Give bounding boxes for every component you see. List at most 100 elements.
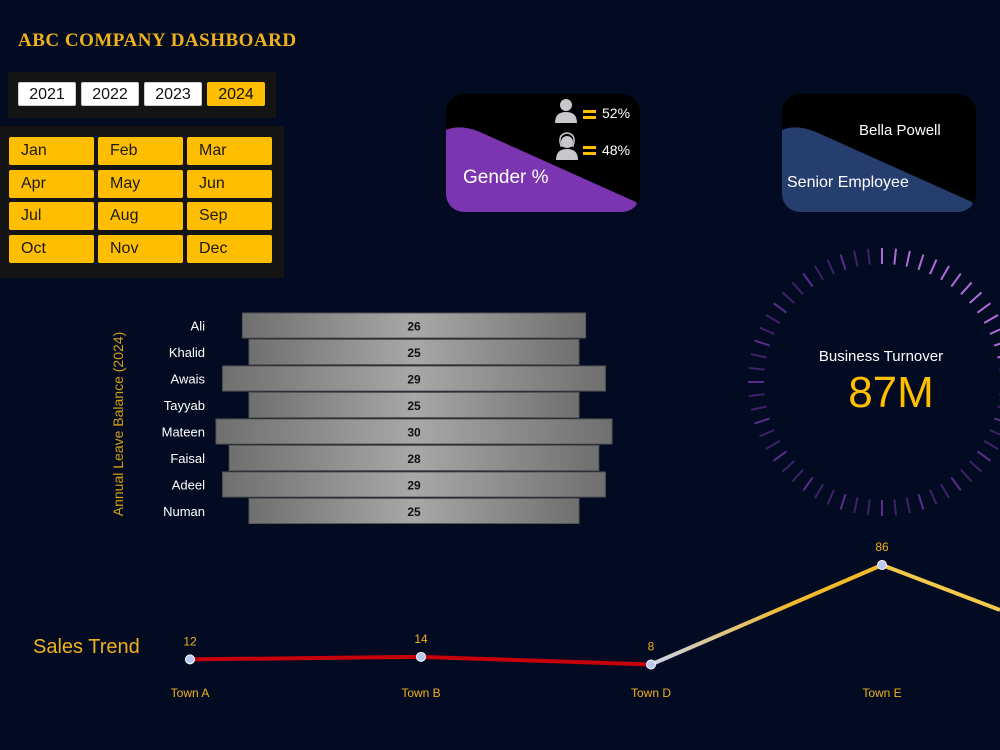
gauge-tick <box>905 497 911 514</box>
month-slicer: Jan Feb Mar Apr May Jun Jul Aug Sep Oct … <box>0 126 284 278</box>
leave-bar-awais <box>222 365 606 392</box>
year-button-2023[interactable]: 2023 <box>144 82 202 106</box>
gauge-tick <box>814 265 824 281</box>
gauge-tick <box>960 469 973 483</box>
gauge-tick <box>765 314 781 324</box>
gauge-tick <box>905 250 911 267</box>
sales-trend-value-label: 86 <box>875 540 889 554</box>
sales-trend-point <box>185 654 195 665</box>
year-button-2024[interactable]: 2024 <box>207 82 265 106</box>
gauge-tick <box>839 493 847 510</box>
sales-trend-category-label: Town D <box>631 686 671 700</box>
leave-bar-value-adeel: 29 <box>407 479 421 493</box>
sales-trend-point <box>646 659 656 670</box>
gauge-tick <box>983 440 999 450</box>
employee-card-shape <box>782 127 974 212</box>
gauge-tick <box>773 450 788 462</box>
gauge-tick <box>853 250 859 267</box>
gauge-tick <box>940 265 950 281</box>
month-button-jan[interactable]: Jan <box>9 137 94 165</box>
gauge-tick <box>765 440 781 450</box>
gender-card-shape <box>446 99 638 212</box>
gauge-tick <box>993 417 1000 422</box>
month-button-sep[interactable]: Sep <box>187 202 272 230</box>
gauge-tick <box>814 483 824 499</box>
gauge-tick <box>748 366 765 371</box>
gauge-tick <box>759 326 775 335</box>
gauge-tick <box>750 353 767 359</box>
dashboard-title: ABC COMPANY DASHBOARD <box>18 30 297 51</box>
leave-bar-value-faisal: 28 <box>407 452 421 466</box>
gauge-tick <box>773 302 788 314</box>
gauge-tick <box>950 476 962 491</box>
sales-trend-line-rise <box>650 563 883 667</box>
month-button-may[interactable]: May <box>98 170 183 198</box>
gauge-tick <box>893 499 898 516</box>
leave-bar-label-awais: Awais <box>171 372 206 387</box>
leave-bar-label-khalid: Khalid <box>169 345 205 360</box>
leave-bar-value-numan: 25 <box>407 505 421 519</box>
leave-chart-axis-label: Annual Leave Balance (2024) <box>110 331 126 517</box>
gauge-tick <box>750 405 767 411</box>
year-button-2021[interactable]: 2021 <box>18 82 76 106</box>
gauge-tick <box>960 281 973 295</box>
leave-bar-value-ali: 26 <box>407 320 421 334</box>
leave-bar-label-adeel: Adeel <box>172 478 205 493</box>
month-button-apr[interactable]: Apr <box>9 170 94 198</box>
gauge-tick <box>748 393 765 398</box>
sales-trend-category-label: Town A <box>171 686 210 700</box>
month-button-oct[interactable]: Oct <box>9 235 94 263</box>
leave-bar-label-ali: Ali <box>191 319 206 334</box>
month-button-mar[interactable]: Mar <box>187 137 272 165</box>
gauge-tick <box>759 429 775 438</box>
month-button-dec[interactable]: Dec <box>187 235 272 263</box>
leave-bar-mateen <box>215 418 613 445</box>
year-slicer: 2021 2022 2023 2024 <box>8 72 276 118</box>
gauge-tick <box>754 417 771 425</box>
month-button-nov[interactable]: Nov <box>98 235 183 263</box>
gender-card: 52% 48% Gender % <box>446 94 640 212</box>
gauge-tick <box>826 489 835 505</box>
sales-trend-value-label: 12 <box>183 634 197 648</box>
gauge-tick <box>917 254 925 271</box>
female-person-icon <box>556 132 578 160</box>
month-button-feb[interactable]: Feb <box>98 137 183 165</box>
month-button-jul[interactable]: Jul <box>9 202 94 230</box>
gauge-tick <box>826 259 835 275</box>
gauge-tick <box>781 291 795 304</box>
senior-employee-name: Bella Powell <box>859 122 941 139</box>
leave-bar-value-tayyab: 25 <box>407 399 421 413</box>
sales-trend-line-tail <box>881 563 1000 612</box>
leave-bar-value-khalid: 25 <box>407 346 421 360</box>
male-percentage: 52% <box>602 105 631 121</box>
gauge-tick <box>781 460 795 473</box>
sales-trend-value-label: 14 <box>414 632 428 646</box>
year-button-2022[interactable]: 2022 <box>81 82 139 106</box>
sales-trend-point <box>416 651 426 662</box>
leave-bar-value-awais: 29 <box>407 373 421 387</box>
gauge-tick <box>950 273 962 288</box>
leave-bar-khalid <box>248 339 580 365</box>
gauge-tick <box>893 248 898 265</box>
gauge-tick <box>989 328 1000 335</box>
gauge-tick <box>866 248 871 265</box>
turnover-title: Business Turnover <box>818 348 944 365</box>
gauge-tick <box>802 273 814 288</box>
month-button-aug[interactable]: Aug <box>98 202 183 230</box>
gauge-tick <box>929 489 938 505</box>
senior-employee-card: Bella Powell Senior Employee <box>782 94 976 212</box>
gauge-tick <box>983 314 999 324</box>
leave-bar-label-tayyab: Tayyab <box>164 398 205 413</box>
gauge-tick <box>791 469 804 483</box>
male-person-icon <box>555 99 577 123</box>
turnover-value: 87M <box>848 368 934 417</box>
month-button-jun[interactable]: Jun <box>187 170 272 198</box>
gauge-tick <box>976 450 991 462</box>
leave-bar-label-faisal: Faisal <box>170 451 205 466</box>
sales-trend-point <box>877 560 887 570</box>
sales-trend-title: Sales Trend <box>33 636 140 658</box>
gauge-tick <box>917 493 925 510</box>
gauge-tick <box>969 460 983 473</box>
gauge-tick <box>791 281 804 295</box>
gauge-tick <box>866 499 871 516</box>
